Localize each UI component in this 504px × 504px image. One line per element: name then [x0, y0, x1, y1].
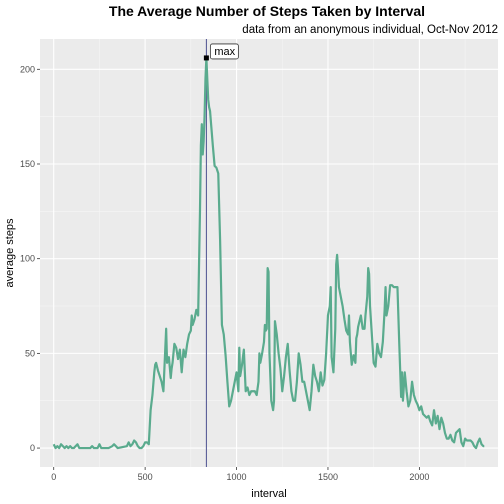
y-tick-label: 150 [20, 159, 35, 169]
max-marker [203, 55, 209, 61]
max-annotation: max [209, 43, 239, 60]
y-tick-label: 50 [25, 348, 35, 358]
x-tick-label: 2000 [409, 472, 429, 482]
y-tick-label: 0 [30, 443, 35, 453]
x-tick-label: 1000 [227, 472, 247, 482]
plot-panel [40, 39, 498, 467]
x-axis-ticks: 0 500 1000 1500 2000 [51, 467, 429, 482]
major-grid [40, 39, 498, 467]
chart-title: The Average Number of Steps Taken by Int… [109, 3, 425, 19]
series-line [52, 56, 485, 450]
max-label: max [214, 46, 235, 58]
x-tick-label: 500 [138, 472, 153, 482]
y-tick-label: 100 [20, 254, 35, 264]
y-axis-ticks: 0 50 100 150 200 [20, 64, 40, 453]
x-axis-label: interval [251, 488, 286, 500]
max-label-box [209, 43, 239, 60]
minor-grid [40, 39, 498, 467]
x-tick-label: 1500 [318, 472, 338, 482]
chart-subtitle: data from an anonymous individual, Oct-N… [242, 24, 498, 36]
y-tick-label: 200 [20, 64, 35, 74]
x-tick-label: 0 [51, 472, 56, 482]
y-axis-label: average steps [4, 218, 16, 288]
